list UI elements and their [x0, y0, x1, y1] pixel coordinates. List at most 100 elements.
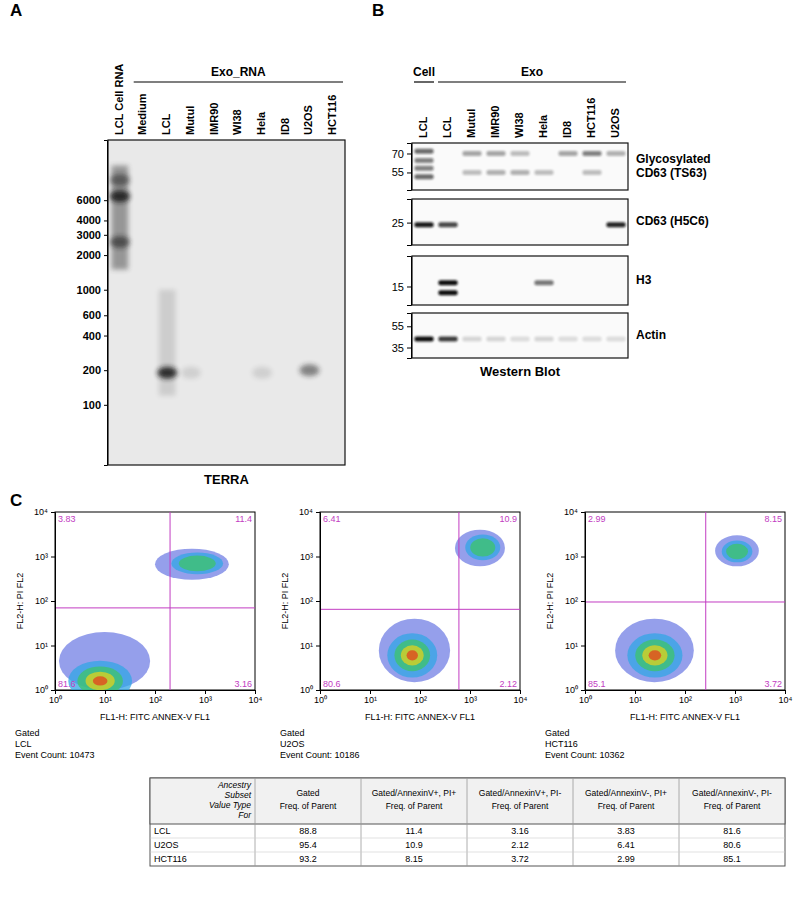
- table-header: For: [238, 810, 252, 820]
- axis-title: FL2-H: PI FL2: [545, 573, 555, 630]
- table-cell: U2OS: [154, 840, 179, 850]
- lane-label: WI38: [231, 109, 243, 135]
- gate-line: [705, 512, 706, 690]
- axis: 5535: [392, 314, 412, 359]
- table-header: Gated/AnnexinV+, PI+: [372, 788, 457, 798]
- tick-mark: [785, 690, 786, 694]
- tick: 6000: [77, 194, 107, 206]
- tick-mark: [581, 690, 585, 691]
- population-density: [470, 538, 495, 556]
- tick-label: 1000: [77, 284, 101, 296]
- tick-label: 2000: [77, 249, 101, 261]
- tick: 10⁰: [314, 690, 327, 705]
- table-cell: 80.6: [723, 840, 741, 850]
- tick-mark: [51, 557, 55, 558]
- lane-label: Medium: [136, 93, 148, 135]
- blot-strip: [412, 199, 628, 245]
- tick-mark: [470, 690, 471, 694]
- quadrant-label: 11.4: [235, 514, 252, 524]
- blot-marks: [438, 280, 553, 295]
- table-header: Gated/AnnexinV+, PI-: [479, 788, 562, 798]
- table-frame: [150, 778, 785, 866]
- caption: Western Blot: [480, 364, 561, 379]
- tick-label: 25: [392, 217, 404, 229]
- group-label: Cell: [413, 65, 435, 79]
- table-cell: 6.41: [617, 840, 635, 850]
- tick-label: 400: [83, 330, 101, 342]
- tick: 70: [392, 148, 411, 160]
- plot-caption: HCT116: [545, 739, 578, 749]
- tick-mark: [581, 512, 585, 513]
- strip-label: Actin: [636, 328, 666, 342]
- band: [438, 222, 457, 227]
- lane-label: Mutul: [465, 109, 477, 138]
- table-rule: [361, 778, 362, 866]
- tick: 400: [83, 330, 107, 342]
- plot-caption: Event Count: 10186: [280, 750, 360, 760]
- lane-label: LCL: [441, 116, 453, 138]
- lane-label: HCT116: [585, 98, 597, 138]
- tick: 10⁰: [565, 685, 585, 695]
- population: [455, 530, 505, 567]
- gate-line: [170, 512, 171, 690]
- tick-mark: [316, 646, 320, 647]
- band: [534, 336, 553, 341]
- table-rule: [150, 838, 785, 839]
- table-cell: 81.6: [723, 826, 741, 836]
- tick-label: 10⁰: [35, 685, 48, 695]
- table-rule: [150, 852, 785, 853]
- panel-label: B: [372, 1, 384, 20]
- tick-mark: [51, 601, 55, 602]
- quadrant-label: 2.12: [499, 679, 517, 689]
- group-line: [414, 81, 434, 82]
- table-header: Ancestry: [217, 780, 252, 790]
- tick-mark: [316, 512, 320, 513]
- tick: 10⁴: [514, 690, 528, 705]
- band: [606, 336, 625, 341]
- plot-marks: [585, 512, 785, 690]
- population-density: [387, 633, 437, 677]
- band: [414, 222, 433, 227]
- axis-line: [316, 513, 321, 691]
- tick: 10³: [464, 690, 477, 705]
- lane-label: HCT116: [326, 95, 338, 135]
- tick: 10²: [414, 690, 427, 705]
- tick-label: 10¹: [364, 695, 377, 705]
- band: [558, 336, 577, 341]
- tick-mark: [581, 646, 585, 647]
- tick: 10⁴: [249, 690, 263, 705]
- axis: 10⁰ 10¹ 10² 10³ 10⁴: [314, 690, 528, 705]
- lane-label: WI38: [513, 112, 525, 138]
- population-density: [722, 541, 753, 563]
- tick-mark: [255, 690, 256, 694]
- tick-mark: [104, 255, 107, 256]
- tick-mark: [420, 690, 421, 694]
- tick: 100: [83, 399, 107, 411]
- panel-label: C: [10, 491, 22, 510]
- tick-label: 10³: [729, 695, 742, 705]
- table-header: Value Type: [209, 800, 251, 810]
- tick: 10²: [565, 596, 585, 606]
- table-cell: 8.15: [405, 854, 423, 864]
- band: [110, 236, 130, 248]
- tick-label: 10³: [300, 552, 313, 562]
- blot-marks: [414, 149, 625, 180]
- tick-label: 10¹: [565, 641, 578, 651]
- band: [110, 174, 130, 186]
- tick-label: 10⁴: [249, 695, 263, 705]
- quadrant-label: 10.9: [499, 514, 517, 524]
- tick-label: 10³: [565, 552, 578, 562]
- tick-mark: [104, 235, 107, 236]
- tick: 10¹: [629, 690, 642, 705]
- lane-label: LCL: [417, 116, 429, 138]
- tick-label: 10⁴: [564, 507, 578, 517]
- population-density: [77, 666, 123, 690]
- table-cell: LCL: [154, 826, 171, 836]
- plot-marks: [320, 512, 520, 690]
- band: [606, 151, 625, 156]
- band: [299, 364, 319, 376]
- population-density: [635, 640, 674, 672]
- tick-mark: [685, 690, 686, 694]
- lane-label: Hela: [255, 111, 267, 135]
- table-header: Gated: [296, 788, 319, 798]
